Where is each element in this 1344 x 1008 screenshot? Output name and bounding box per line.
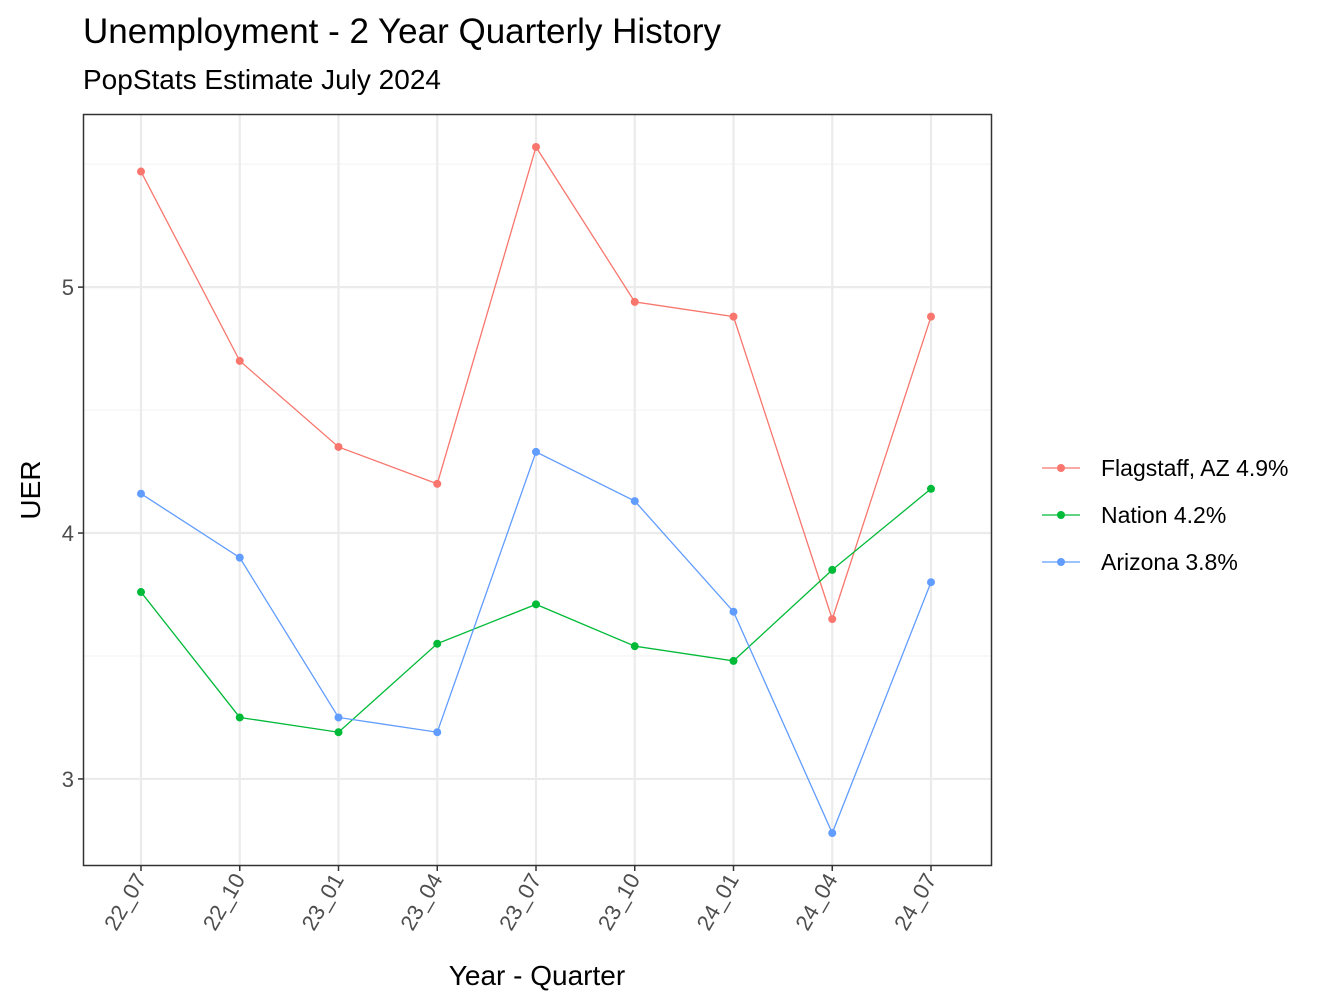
data-point — [334, 442, 343, 451]
data-point — [532, 142, 540, 151]
series-layer — [137, 142, 935, 838]
legend: Flagstaff, AZ 4.9% Nation 4.2% Arizona 3.8… — [1042, 455, 1289, 575]
legend-key-point — [1057, 511, 1065, 519]
data-point — [532, 600, 540, 609]
data-point — [828, 615, 837, 624]
legend-item: Arizona 3.8% — [1042, 549, 1238, 575]
data-point — [927, 312, 935, 321]
data-point — [630, 642, 639, 651]
data-point — [729, 656, 738, 665]
legend-key-point — [1057, 558, 1065, 566]
data-point — [828, 829, 837, 838]
plot-panel-border — [82, 113, 993, 867]
data-point — [137, 489, 145, 498]
legend-item: Flagstaff, AZ 4.9% — [1042, 455, 1289, 481]
data-point — [927, 484, 935, 493]
x-tick-label: 23_07 — [494, 869, 546, 934]
data-point — [927, 578, 935, 587]
y-axis-title: UER — [15, 460, 46, 519]
data-point — [433, 479, 442, 488]
x-axis-title: Year - Quarter — [449, 960, 625, 991]
y-tick-label: 3 — [62, 767, 74, 792]
data-point — [630, 297, 639, 306]
legend-label: Flagstaff, AZ 4.9% — [1101, 455, 1289, 481]
x-tick-label: 22_10 — [198, 869, 250, 934]
data-point — [235, 713, 244, 722]
data-point — [433, 639, 442, 648]
data-point — [630, 497, 639, 506]
data-point — [729, 607, 738, 616]
y-tick-label: 5 — [62, 275, 74, 300]
legend-label: Nation 4.2% — [1101, 502, 1226, 528]
x-tick-label: 23_10 — [593, 869, 645, 934]
legend-key-point — [1057, 464, 1065, 472]
chart-subtitle: PopStats Estimate July 2024 — [83, 64, 441, 95]
data-point — [433, 728, 442, 737]
legend-item: Nation 4.2% — [1042, 502, 1226, 528]
x-tick-label: 22_07 — [99, 869, 151, 934]
legend-label: Arizona 3.8% — [1101, 549, 1238, 575]
x-tick-label: 23_01 — [297, 869, 349, 934]
data-point — [729, 312, 738, 321]
data-point — [334, 713, 343, 722]
data-point — [137, 167, 145, 176]
x-tick-label: 23_04 — [395, 869, 447, 934]
data-point — [334, 728, 343, 737]
data-point — [235, 356, 244, 365]
data-point — [137, 588, 145, 597]
chart-title: Unemployment - 2 Year Quarterly History — [83, 12, 722, 51]
data-point — [235, 553, 244, 562]
x-tick-label: 24_01 — [692, 869, 744, 934]
y-tick-label: 4 — [62, 521, 74, 546]
x-tick-label: 24_04 — [790, 869, 842, 934]
axes: 3 4 5 22_07 22_10 23_01 23_04 23_07 23_10 24_01 24… — [62, 275, 942, 934]
grid-lines — [84, 115, 991, 865]
data-point — [828, 565, 837, 574]
x-tick-label: 24_07 — [889, 869, 941, 934]
data-point — [532, 447, 540, 456]
